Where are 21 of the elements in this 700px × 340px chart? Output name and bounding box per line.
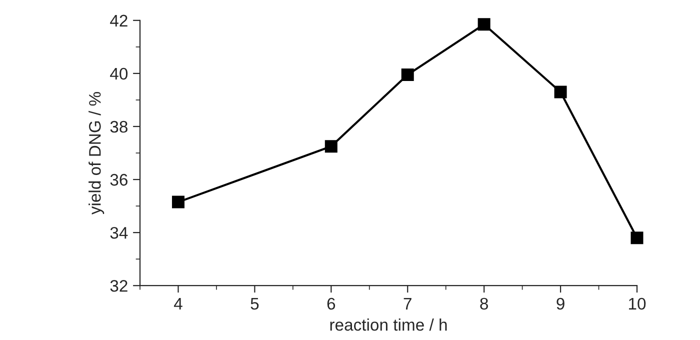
y-tick-label: 34 — [110, 226, 128, 239]
y-tick-label: 38 — [110, 120, 128, 133]
point — [401, 68, 414, 82]
x-tick-label: 9 — [556, 298, 564, 310]
point — [172, 196, 184, 208]
point — [630, 232, 644, 244]
x-tick-label: 7 — [404, 298, 412, 310]
y-tick-label: 36 — [110, 174, 128, 186]
y-tick-label: 40 — [110, 68, 128, 80]
y-tick-label: 42 — [110, 14, 128, 26]
x-tick-label: 5 — [250, 298, 259, 310]
x-tick-label: 10 — [629, 298, 646, 310]
point — [324, 140, 338, 153]
y-tick-label: 32 — [110, 280, 128, 292]
x-tick-label: 4 — [174, 298, 182, 310]
point — [554, 86, 567, 98]
y-axis-title: yield of DNG / % — [88, 92, 104, 215]
point — [478, 18, 490, 31]
x-axis-title: reaction time / h — [330, 318, 447, 331]
x-tick-label: 6 — [327, 298, 336, 310]
x-tick-label: 8 — [480, 298, 488, 310]
